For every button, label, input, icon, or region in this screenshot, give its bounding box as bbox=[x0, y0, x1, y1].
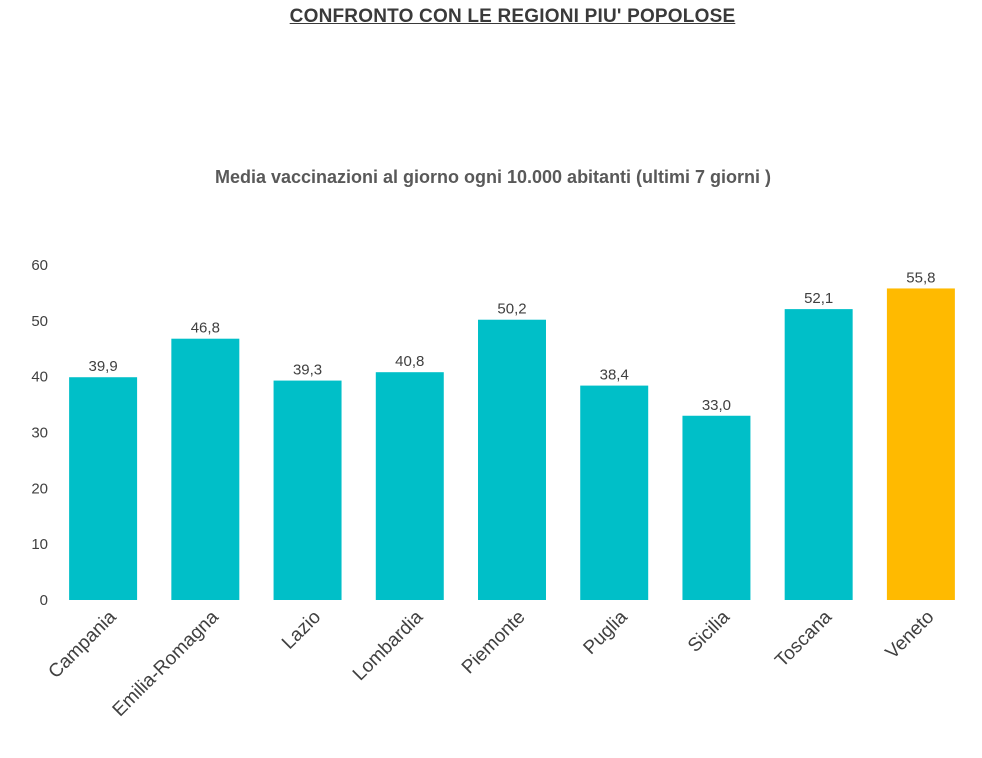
y-axis: 0 10 20 30 40 50 60 bbox=[31, 257, 48, 609]
bar-lazio bbox=[273, 380, 342, 600]
y-tick-label: 20 bbox=[31, 480, 48, 497]
data-labels-group: 39,9 46,8 39,3 40,8 50,2 38,4 33,0 52,1 55,8 bbox=[89, 269, 936, 413]
bar-sicilia bbox=[682, 415, 751, 600]
x-tick-label: Emilia-Romagna bbox=[109, 606, 223, 720]
y-tick-label: 10 bbox=[31, 536, 48, 553]
bar-lombardia bbox=[375, 372, 444, 600]
x-tick-label: Lombardia bbox=[349, 606, 428, 685]
x-tick-label: Lazio bbox=[278, 607, 325, 654]
data-label: 52,1 bbox=[804, 290, 833, 307]
bar-veneto bbox=[886, 288, 955, 600]
bar-puglia bbox=[580, 385, 649, 600]
bar-emilia-romagna bbox=[171, 338, 240, 600]
data-label: 46,8 bbox=[191, 320, 220, 337]
x-tick-label: Sicilia bbox=[684, 606, 734, 656]
y-tick-label: 0 bbox=[40, 592, 48, 609]
y-tick-label: 50 bbox=[31, 313, 48, 330]
y-tick-label: 60 bbox=[31, 257, 48, 274]
bar-toscana bbox=[784, 309, 853, 600]
y-tick-label: 30 bbox=[31, 425, 48, 442]
data-label: 40,8 bbox=[395, 353, 424, 370]
x-tick-label: Toscana bbox=[771, 606, 836, 671]
data-label: 33,0 bbox=[702, 397, 731, 414]
x-tick-label: Piemonte bbox=[458, 607, 530, 679]
x-tick-label: Campania bbox=[45, 606, 121, 682]
data-label: 39,3 bbox=[293, 362, 322, 379]
x-tick-label: Puglia bbox=[580, 606, 633, 659]
bars-group bbox=[69, 288, 955, 600]
page-title: CONFRONTO CON LE REGIONI PIU' POPOLOSE bbox=[289, 6, 736, 27]
bar-campania bbox=[69, 377, 138, 600]
chart-title: Media vaccinazioni al giorno ogni 10.000… bbox=[215, 167, 771, 187]
data-label: 38,4 bbox=[600, 367, 629, 384]
data-label: 39,9 bbox=[89, 358, 118, 375]
data-label: 50,2 bbox=[497, 301, 526, 318]
y-tick-label: 40 bbox=[31, 369, 48, 386]
x-tick-label: Veneto bbox=[882, 607, 939, 664]
bar-piemonte bbox=[478, 319, 546, 600]
data-label: 55,8 bbox=[906, 269, 935, 286]
